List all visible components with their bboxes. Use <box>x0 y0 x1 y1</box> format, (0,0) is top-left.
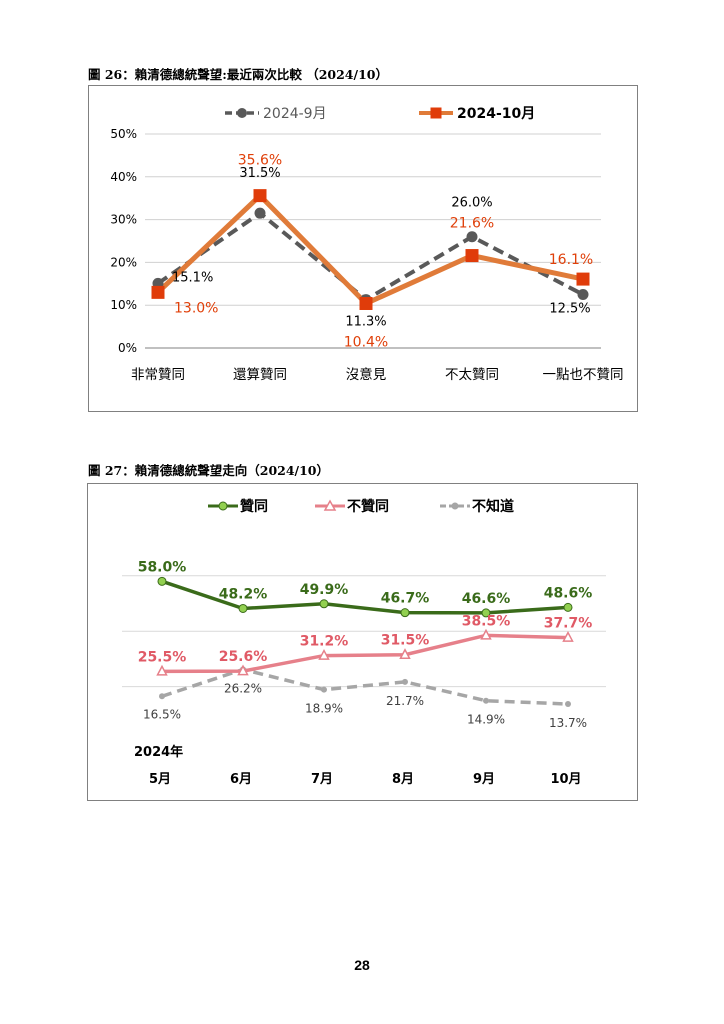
legend-marker-dont-know <box>451 502 459 510</box>
data-point-disagree <box>237 664 249 676</box>
data-point-2024-10 <box>253 189 267 203</box>
series-line-2024-9 <box>156 211 584 302</box>
data-label-2024-9: 15.1% <box>172 270 213 285</box>
series-line-2024-10 <box>156 193 584 306</box>
data-point-dont-know <box>321 686 327 693</box>
data-label-agree: 49.9% <box>300 582 349 598</box>
data-point-disagree <box>318 648 330 660</box>
legend-marker-disagree <box>323 499 337 511</box>
legend-label-2024-10: 2024-10月 <box>457 106 535 122</box>
y-tick-label: 20% <box>110 255 137 269</box>
data-label-dont-know: 26.2% <box>224 681 262 695</box>
x-category-label: 不太贊同 <box>445 367 499 383</box>
legend-marker-agree <box>218 501 228 511</box>
data-point-2024-10 <box>151 285 165 299</box>
figure-27-caption: 圖 27：賴清德總統聲望走向（2024/10） <box>88 463 329 478</box>
y-tick-label: 10% <box>110 298 137 312</box>
data-point-2024-9 <box>466 231 478 243</box>
data-point-agree <box>157 576 167 586</box>
data-label-2024-9: 26.0% <box>451 196 492 211</box>
data-point-disagree <box>156 664 168 676</box>
data-point-agree <box>238 603 248 613</box>
legend-marker-2024-10 <box>430 107 442 119</box>
data-point-dont-know <box>483 697 489 704</box>
data-label-disagree: 25.5% <box>138 649 187 665</box>
data-label-2024-9: 31.5% <box>239 166 280 181</box>
x-category-label: 一點也不贊同 <box>543 367 624 383</box>
x-category-label: 5月 <box>149 772 171 787</box>
data-point-agree <box>563 602 573 612</box>
data-point-agree <box>400 608 410 618</box>
data-label-2024-9: 11.3% <box>345 315 386 330</box>
data-label-dont-know: 21.7% <box>386 694 424 708</box>
legend-label-agree: 贊同 <box>240 498 268 515</box>
legend-label-disagree: 不贊同 <box>347 498 389 515</box>
x-category-label: 沒意見 <box>346 366 387 383</box>
data-label-dont-know: 16.5% <box>143 707 181 721</box>
x-category-label: 8月 <box>392 772 414 787</box>
data-point-agree <box>481 608 491 618</box>
data-label-2024-9: 12.5% <box>549 302 590 317</box>
data-point-disagree <box>562 630 574 642</box>
figure-26-chart: 0% 10% 20% 30% 40% 50% 非常贊同 還算贊同 沒意見 不太贊同 一點也不贊同 20… <box>110 106 624 383</box>
y-tick-label: 50% <box>110 127 137 141</box>
data-point-2024-10 <box>465 249 479 263</box>
legend-marker-2024-9 <box>237 108 247 118</box>
data-point-agree <box>319 599 329 609</box>
data-label-agree: 58.0% <box>138 559 187 575</box>
legend-label-2024-9: 2024-9月 <box>263 106 327 122</box>
x-category-label: 6月 <box>230 772 252 787</box>
figure-26-chart-frame: 0% 10% 20% 30% 40% 50% 非常贊同 還算贊同 沒意見 不太贊同 一點也不贊同 20… <box>88 85 638 412</box>
x-category-label: 還算贊同 <box>233 367 287 383</box>
data-label-dont-know: 18.9% <box>305 702 343 716</box>
page-number: 28 <box>354 957 370 973</box>
series-line-agree <box>161 579 569 615</box>
data-label-2024-10: 13.0% <box>174 300 218 316</box>
data-point-disagree <box>399 648 411 659</box>
x-category-label: 10月 <box>550 772 581 787</box>
data-label-disagree: 31.5% <box>381 633 430 649</box>
y-tick-label: 0% <box>118 341 137 355</box>
x-category-label: 9月 <box>473 772 495 787</box>
data-point-2024-10 <box>576 272 590 286</box>
series-line-dont-know <box>161 667 569 706</box>
data-label-agree: 46.6% <box>462 591 511 607</box>
y-tick-label: 30% <box>110 213 137 227</box>
data-label-disagree: 37.7% <box>544 616 593 632</box>
legend-label-dont-know: 不知道 <box>472 498 514 515</box>
data-label-disagree: 38.5% <box>462 613 511 629</box>
data-label-disagree: 25.6% <box>219 649 268 665</box>
data-point-2024-9 <box>577 289 589 300</box>
data-label-2024-10: 35.6% <box>238 153 282 169</box>
data-point-2024-9 <box>254 207 266 219</box>
x-year-label: 2024年 <box>134 744 183 760</box>
data-point-disagree <box>480 628 492 640</box>
data-label-dont-know: 14.9% <box>467 713 505 727</box>
x-category-label: 非常贊同 <box>131 367 185 383</box>
figure-26-caption: 圖 26：賴清德總統聲望:最近兩次比較 （2024/10） <box>88 67 388 82</box>
data-point-2024-10 <box>359 296 373 310</box>
data-label-agree: 46.7% <box>381 591 430 607</box>
data-point-dont-know <box>565 701 571 708</box>
y-tick-label: 40% <box>110 170 137 184</box>
data-label-2024-10: 16.1% <box>549 252 593 268</box>
data-label-2024-10: 10.4% <box>344 334 388 350</box>
data-label-agree: 48.6% <box>544 585 593 601</box>
figure-27-chart-frame: 贊同 不贊同 不知道 58.0% 48.2% 49.9% 46.7% 46.6% 48.6% 25… <box>87 483 638 801</box>
series-line-disagree <box>161 633 569 674</box>
figure-27-chart: 贊同 不贊同 不知道 58.0% 48.2% 49.9% 46.7% 46.6% 48.6% 25… <box>122 498 606 787</box>
data-label-dont-know: 13.7% <box>549 716 587 730</box>
data-label-agree: 48.2% <box>219 586 268 602</box>
data-label-2024-10: 21.6% <box>450 216 494 232</box>
data-label-disagree: 31.2% <box>300 634 349 650</box>
data-point-dont-know <box>402 678 408 685</box>
x-category-label: 7月 <box>311 772 333 787</box>
data-point-dont-know <box>159 693 165 700</box>
